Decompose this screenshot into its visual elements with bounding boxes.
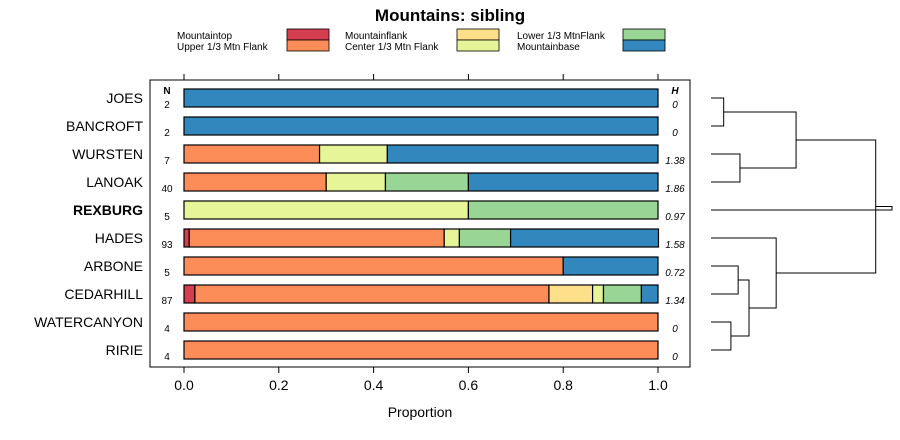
- chart-title: Mountains: sibling: [375, 6, 525, 25]
- bar-segment: [562, 256, 659, 276]
- row-label: BANCROFT: [66, 118, 143, 134]
- bar-segment: [467, 172, 659, 192]
- row-n-value: 4: [164, 352, 170, 363]
- x-tick-label: 1.0: [648, 377, 668, 393]
- x-tick-label: 0.8: [553, 377, 573, 393]
- row-h-value: 0: [672, 100, 678, 111]
- x-axis-label: Proportion: [388, 404, 453, 420]
- bar-segment: [591, 284, 605, 304]
- bar-segment: [183, 284, 196, 304]
- x-tick-label: 0.2: [269, 377, 289, 393]
- row-h-value: 1.34: [665, 296, 685, 307]
- row-h-value: 1.58: [665, 240, 685, 251]
- bar-segment: [183, 340, 659, 360]
- dendrogram-branch: [711, 153, 741, 183]
- bar-segment: [458, 228, 512, 248]
- row-n-value: 4: [164, 324, 170, 335]
- x-tick-label: 0.0: [174, 377, 194, 393]
- row-label: JOES: [106, 90, 143, 106]
- dendrogram: [711, 97, 893, 351]
- legend-swatch: [456, 39, 500, 52]
- bar-segment: [183, 116, 659, 136]
- dendrogram-branch: [711, 265, 739, 295]
- row-label: REXBURG: [73, 202, 143, 218]
- dendrogram-branch: [730, 279, 750, 337]
- row-n-value: 7: [164, 156, 170, 167]
- row-n-value: 2: [164, 100, 170, 111]
- legend-swatch: [622, 28, 666, 41]
- bar-segment: [548, 284, 594, 304]
- row-n-value: 93: [161, 240, 173, 251]
- dendrogram-branch: [776, 139, 877, 274]
- bar-segment: [509, 228, 660, 248]
- bar-segment: [183, 312, 659, 332]
- bar-segment: [194, 284, 550, 304]
- row-h-value: 0.97: [665, 212, 685, 223]
- row-n-value: 5: [164, 268, 170, 279]
- bar-segment: [318, 144, 388, 164]
- legend-label: Mountaintop: [177, 31, 232, 42]
- row-h-value: 0: [672, 128, 678, 139]
- row-h-value: 0.72: [665, 268, 685, 279]
- row-label: RIRIE: [106, 342, 143, 358]
- dendrogram-branch: [711, 321, 732, 351]
- row-label: ARBONE: [84, 258, 143, 274]
- bar-segment: [467, 200, 659, 220]
- legend-label: Upper 1/3 Mtn Flank: [177, 42, 269, 53]
- bar-segment: [384, 172, 470, 192]
- bar-segment: [386, 144, 659, 164]
- dendrogram-branch: [711, 206, 893, 211]
- dendrogram-branch: [711, 237, 777, 309]
- plot-frame: [149, 79, 691, 368]
- x-axis: 0.0 0.2 0.4 0.6 0.8 1.0: [174, 74, 668, 393]
- bar-segment: [188, 228, 445, 248]
- bar-segment: [602, 284, 643, 304]
- bar-segment: [183, 144, 321, 164]
- legend-label: Mountainbase: [517, 42, 580, 53]
- legend-swatch: [286, 39, 330, 52]
- legend-label: Lower 1/3 MtnFlank: [517, 31, 606, 42]
- row-h-value: 0: [672, 324, 678, 335]
- row-h-value: 1.86: [665, 184, 685, 195]
- row-h-value: 0: [672, 352, 678, 363]
- bar-segment: [183, 228, 190, 248]
- row-label: LANOAK: [86, 174, 143, 190]
- row-label: WURSTEN: [72, 146, 143, 162]
- dendrogram-branch: [711, 97, 725, 127]
- bar-segment: [183, 88, 659, 108]
- bar-segment: [443, 228, 460, 248]
- legend-label: Center 1/3 Mtn Flank: [345, 42, 439, 53]
- x-tick-label: 0.6: [459, 377, 479, 393]
- legend-swatch: [286, 28, 330, 41]
- dendrogram-branch: [723, 111, 797, 169]
- bar-segment: [183, 256, 564, 276]
- row-label: CEDARHILL: [64, 286, 143, 302]
- n-column-header: N: [163, 86, 170, 97]
- bar-segment: [325, 172, 387, 192]
- bar-segment: [183, 172, 327, 192]
- row-label: HADES: [95, 230, 143, 246]
- bar-segment: [640, 284, 659, 304]
- bar-segment: [183, 200, 469, 220]
- legend-swatch: [622, 39, 666, 52]
- row-n-value: 2: [164, 128, 170, 139]
- x-tick-label: 0.4: [364, 377, 384, 393]
- legend-swatch: [456, 28, 500, 41]
- row-n-value: 40: [161, 184, 173, 195]
- row-h-value: 1.38: [665, 156, 685, 167]
- legend-label: Mountainflank: [345, 31, 408, 42]
- row-label: WATERCANYON: [34, 314, 143, 330]
- row-n-value: 5: [164, 212, 170, 223]
- h-column-header: H: [671, 86, 679, 97]
- row-n-value: 87: [161, 296, 173, 307]
